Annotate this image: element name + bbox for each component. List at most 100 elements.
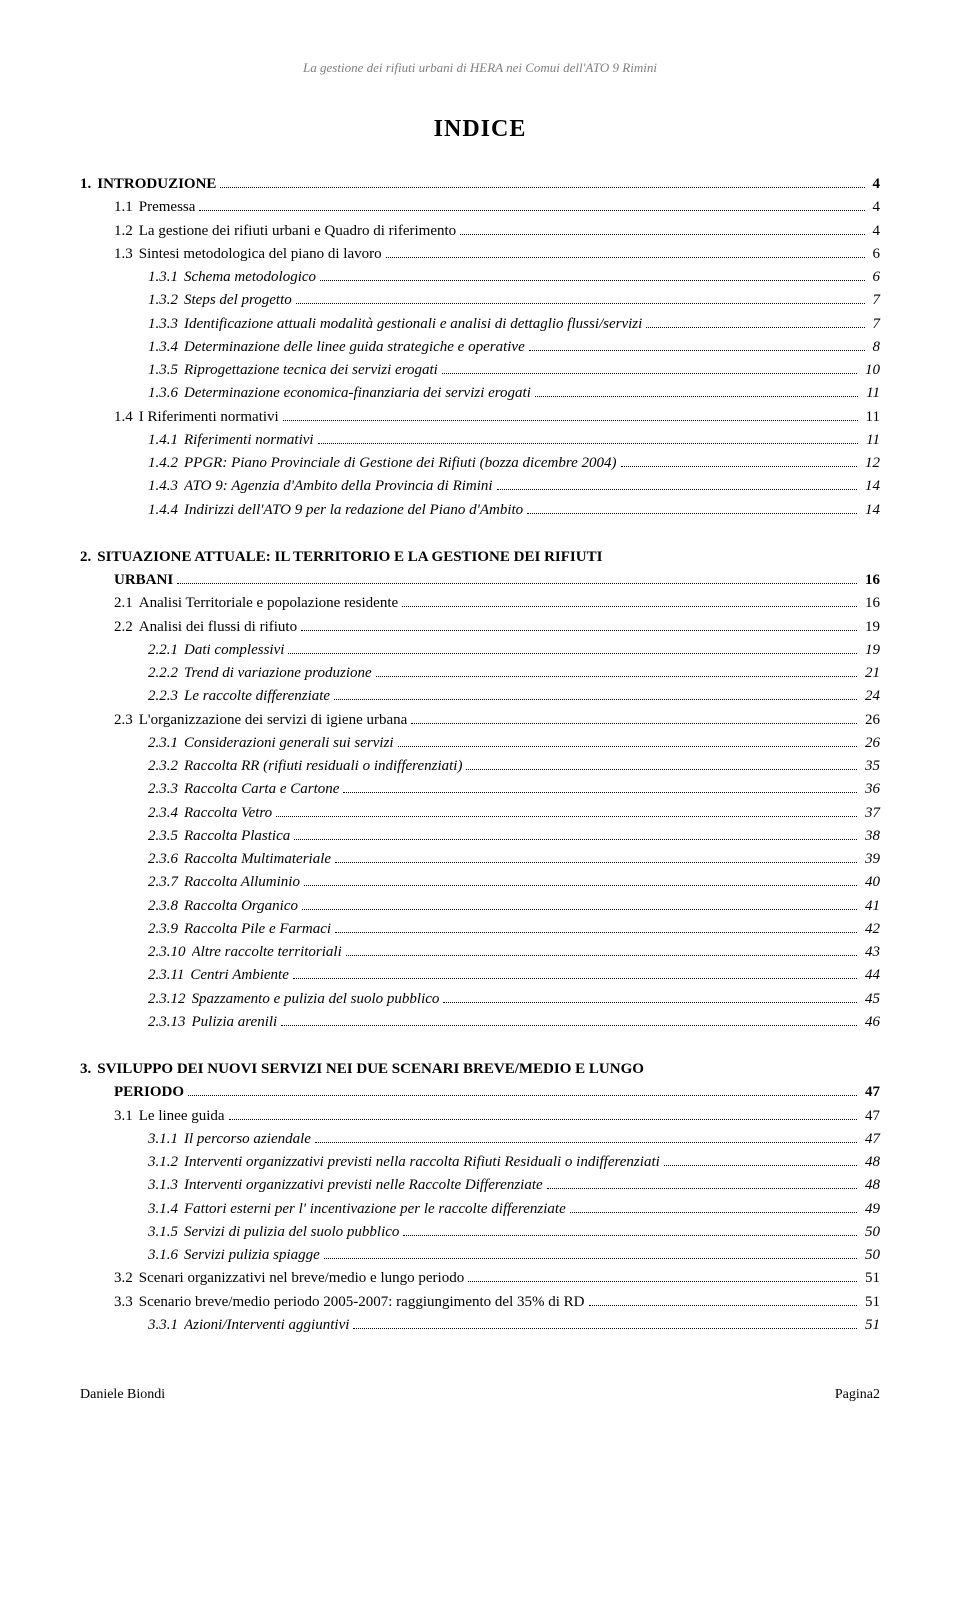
toc-text: Raccolta Carta e Cartone xyxy=(184,778,339,801)
toc-text: Sintesi metodologica del piano di lavoro xyxy=(139,243,382,266)
toc-number: 3.1 xyxy=(114,1105,139,1128)
toc-page: 11 xyxy=(862,382,880,405)
toc-text: Le raccolte differenziate xyxy=(184,685,330,708)
toc-text: Raccolta Vetro xyxy=(184,802,272,825)
toc-number: 1.3.3 xyxy=(148,313,184,336)
toc-leader-dots xyxy=(443,1002,857,1003)
toc-page: 7 xyxy=(869,313,881,336)
toc-text: Centri Ambiente xyxy=(190,964,288,987)
toc-page: 26 xyxy=(861,732,880,755)
toc-entry: 2.3.4Raccolta Vetro37 xyxy=(148,802,880,825)
toc-text: Raccolta Multimateriale xyxy=(184,848,331,871)
toc-leader-dots xyxy=(301,630,857,631)
toc-text: Le linee guida xyxy=(139,1105,225,1128)
toc-number: 3.1.3 xyxy=(148,1174,184,1197)
toc-number: 1.3.2 xyxy=(148,289,184,312)
toc-text: Altre raccolte territoriali xyxy=(192,941,342,964)
toc-text: Riprogettazione tecnica dei servizi erog… xyxy=(184,359,438,382)
document-page: La gestione dei rifiuti urbani di HERA n… xyxy=(0,0,960,1453)
toc-page: 39 xyxy=(861,848,880,871)
toc-number: 2. xyxy=(80,546,97,569)
toc-text: Servizi pulizia spiagge xyxy=(184,1244,320,1267)
toc-text: SITUAZIONE ATTUALE: IL TERRITORIO E LA G… xyxy=(97,546,602,569)
toc-leader-dots xyxy=(276,816,857,817)
toc-leader-dots xyxy=(199,210,864,211)
toc-page: 48 xyxy=(861,1151,880,1174)
toc-text: Interventi organizzativi previsti nelle … xyxy=(184,1174,543,1197)
toc-page: 8 xyxy=(869,336,881,359)
toc-number: 1. xyxy=(80,173,97,196)
toc-text: La gestione dei rifiuti urbani e Quadro … xyxy=(139,220,456,243)
toc-leader-dots xyxy=(468,1281,857,1282)
running-header: La gestione dei rifiuti urbani di HERA n… xyxy=(80,60,880,76)
toc-entry: 2.3.3Raccolta Carta e Cartone 36 xyxy=(148,778,880,801)
toc-text: Raccolta Organico xyxy=(184,895,298,918)
toc-entry-continuation: PERIODO47 xyxy=(114,1081,880,1104)
toc-entry: 2.2Analisi dei flussi di rifiuto19 xyxy=(114,616,880,639)
page-footer: Daniele Biondi Pagina2 xyxy=(80,1387,880,1403)
toc-number: 1.3.1 xyxy=(148,266,184,289)
toc-entry: 3.1.5Servizi di pulizia del suolo pubbli… xyxy=(148,1221,880,1244)
toc-page: 6 xyxy=(869,266,881,289)
toc-number: 3.3 xyxy=(114,1291,139,1314)
toc-page: 38 xyxy=(861,825,880,848)
toc-text: Determinazione delle linee guida strateg… xyxy=(184,336,525,359)
toc-number: 2.3.2 xyxy=(148,755,184,778)
toc-number: 1.4.4 xyxy=(148,499,184,522)
toc-page: 48 xyxy=(861,1174,880,1197)
toc-page: 14 xyxy=(861,475,880,498)
toc-page: 36 xyxy=(861,778,880,801)
toc-number: 2.1 xyxy=(114,592,139,615)
toc-number: 2.3.8 xyxy=(148,895,184,918)
toc-page: 14 xyxy=(861,499,880,522)
toc-number: 2.3.3 xyxy=(148,778,184,801)
toc-entry: 1.3Sintesi metodologica del piano di lav… xyxy=(114,243,880,266)
toc-entry: 3.1.6Servizi pulizia spiagge50 xyxy=(148,1244,880,1267)
toc-page: 19 xyxy=(861,616,880,639)
toc-leader-dots xyxy=(547,1188,857,1189)
toc-page: 11 xyxy=(862,406,880,429)
toc-entry: 3.2Scenari organizzativi nel breve/medio… xyxy=(114,1267,880,1290)
toc-leader-dots xyxy=(324,1258,857,1259)
toc-page: 12 xyxy=(861,452,880,475)
toc-leader-dots xyxy=(296,303,865,304)
toc-entry: 3.1.1Il percorso aziendale47 xyxy=(148,1128,880,1151)
toc-page: 35 xyxy=(861,755,880,778)
toc-entry: 2.1Analisi Territoriale e popolazione re… xyxy=(114,592,880,615)
toc-text: Analisi dei flussi di rifiuto xyxy=(139,616,297,639)
toc-leader-dots xyxy=(402,606,857,607)
toc-entry: 1.2La gestione dei rifiuti urbani e Quad… xyxy=(114,220,880,243)
toc-entry: 2.3.13Pulizia arenili46 xyxy=(148,1011,880,1034)
toc-leader-dots xyxy=(294,839,857,840)
toc-text: SVILUPPO DEI NUOVI SERVIZI NEI DUE SCENA… xyxy=(97,1058,644,1081)
toc-number: 3.1.4 xyxy=(148,1198,184,1221)
toc-entry: 3.3.1Azioni/Interventi aggiuntivi51 xyxy=(148,1314,880,1337)
toc-text: Raccolta Plastica xyxy=(184,825,290,848)
toc-text: Considerazioni generali sui servizi xyxy=(184,732,394,755)
toc-number: 1.3.4 xyxy=(148,336,184,359)
toc-leader-dots xyxy=(283,420,858,421)
toc-page: 46 xyxy=(861,1011,880,1034)
toc-number: 3.3.1 xyxy=(148,1314,184,1337)
toc-number: 1.2 xyxy=(114,220,139,243)
toc-page: 21 xyxy=(861,662,880,685)
toc-text: PERIODO xyxy=(114,1081,184,1104)
toc-text: Scenario breve/medio periodo 2005-2007: … xyxy=(139,1291,585,1314)
toc-page: 49 xyxy=(861,1198,880,1221)
toc-leader-dots xyxy=(177,583,857,584)
toc-number: 3.1.2 xyxy=(148,1151,184,1174)
toc-number: 1.4.1 xyxy=(148,429,184,452)
toc-entry: 2.3.12Spazzamento e pulizia del suolo pu… xyxy=(148,988,880,1011)
toc-text: Riferimenti normativi xyxy=(184,429,314,452)
toc-leader-dots xyxy=(343,792,857,793)
toc-entry: 2.3.6Raccolta Multimateriale39 xyxy=(148,848,880,871)
toc-text: URBANI xyxy=(114,569,173,592)
toc-leader-dots xyxy=(304,885,857,886)
toc-number: 3.1.1 xyxy=(148,1128,184,1151)
toc-entry: 1.1Premessa4 xyxy=(114,196,880,219)
toc-entry: 1.4.3ATO 9: Agenzia d'Ambito della Provi… xyxy=(148,475,880,498)
toc-leader-dots xyxy=(398,746,857,747)
toc-number: 3.1.5 xyxy=(148,1221,184,1244)
toc-number: 2.3.9 xyxy=(148,918,184,941)
toc-page: 44 xyxy=(861,964,880,987)
